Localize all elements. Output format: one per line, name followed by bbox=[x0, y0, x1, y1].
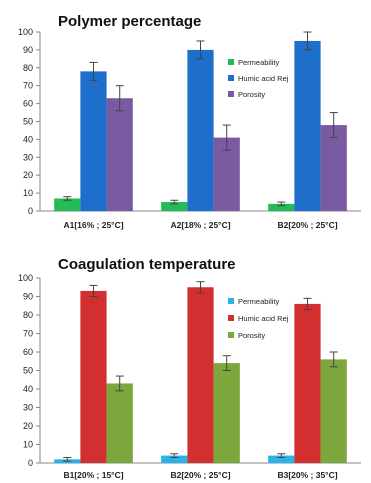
legend-swatch bbox=[228, 59, 234, 65]
y-tick-label: 60 bbox=[23, 99, 33, 109]
y-tick-label: 80 bbox=[23, 63, 33, 73]
bar bbox=[187, 287, 214, 463]
bar bbox=[320, 359, 347, 463]
bar bbox=[106, 98, 133, 211]
bar bbox=[294, 40, 321, 212]
y-tick-label: 0 bbox=[28, 206, 33, 216]
bar bbox=[187, 49, 214, 212]
category-label: B1[20% ; 15°C] bbox=[63, 470, 123, 480]
bar bbox=[80, 71, 107, 211]
polymer-percentage-chart: Polymer percentage 0 10 20 30 40 50 60 70 80 90 10… bbox=[0, 0, 371, 240]
legend-swatch bbox=[228, 91, 234, 97]
y-tick-label: 10 bbox=[23, 188, 33, 198]
bar bbox=[161, 202, 188, 211]
bar bbox=[213, 363, 240, 463]
bar bbox=[320, 125, 347, 211]
bar bbox=[106, 383, 133, 463]
y-tick-label: 30 bbox=[23, 403, 33, 413]
y-tick-label: 20 bbox=[23, 421, 33, 431]
bar bbox=[80, 290, 107, 463]
legend-label: Permeability bbox=[238, 297, 280, 306]
y-tick-label: 40 bbox=[23, 384, 33, 394]
chart-title: Polymer percentage bbox=[58, 13, 201, 30]
legend-swatch bbox=[228, 315, 234, 321]
y-tick-label: 50 bbox=[23, 366, 33, 376]
legend-label: Porosity bbox=[238, 90, 265, 99]
category-label: A2[18% ; 25°C] bbox=[170, 220, 230, 230]
bar bbox=[54, 198, 81, 211]
y-tick-label: 10 bbox=[23, 440, 33, 450]
y-tick-label: 80 bbox=[23, 310, 33, 320]
category-label: A1[16% ; 25°C] bbox=[63, 220, 123, 230]
legend-label: Porosity bbox=[238, 331, 265, 340]
category-label: B2[20% ; 25°C] bbox=[170, 470, 230, 480]
bar bbox=[294, 303, 321, 463]
legend-swatch bbox=[228, 75, 234, 81]
category-label: B3[20% ; 35°C] bbox=[277, 470, 337, 480]
y-tick-label: 90 bbox=[23, 45, 33, 55]
y-tick-label: 50 bbox=[23, 117, 33, 127]
polymer-percentage-chart-svg: Polymer percentage 0 10 20 30 40 50 60 70 80 90 10… bbox=[18, 13, 361, 230]
y-tick-label: 100 bbox=[18, 273, 33, 283]
category-label: B2[20% ; 25°C] bbox=[277, 220, 337, 230]
bar bbox=[268, 455, 295, 463]
legend-label: Humic acid Rej bbox=[238, 314, 289, 323]
legend-label: Humic acid Rej bbox=[238, 74, 289, 83]
legend-swatch bbox=[228, 298, 234, 304]
coagulation-temperature-chart-svg: Coagulation temperature 0 10 20 30 40 50 60 70 8… bbox=[18, 256, 361, 480]
y-tick-label: 0 bbox=[28, 458, 33, 468]
plot-area: 0 10 20 30 40 50 60 70 80 90 100 B1[20% ; 15°C] B2[2… bbox=[18, 273, 361, 480]
y-tick-label: 100 bbox=[18, 27, 33, 37]
chart-title: Coagulation temperature bbox=[58, 256, 236, 273]
y-tick-label: 90 bbox=[23, 292, 33, 302]
y-tick-label: 70 bbox=[23, 81, 33, 91]
y-tick-label: 40 bbox=[23, 134, 33, 144]
y-tick-label: 30 bbox=[23, 152, 33, 162]
y-tick-label: 70 bbox=[23, 329, 33, 339]
bar bbox=[268, 203, 295, 211]
bar bbox=[161, 455, 188, 463]
y-tick-label: 20 bbox=[23, 170, 33, 180]
y-tick-label: 60 bbox=[23, 347, 33, 357]
legend-label: Permeability bbox=[238, 58, 280, 67]
plot-area: 0 10 20 30 40 50 60 70 80 90 100 A1[16% ; 25°C] A2[1… bbox=[18, 27, 361, 230]
coagulation-temperature-chart: Coagulation temperature 0 10 20 30 40 50 60 70 8… bbox=[0, 240, 371, 483]
legend-swatch bbox=[228, 332, 234, 338]
